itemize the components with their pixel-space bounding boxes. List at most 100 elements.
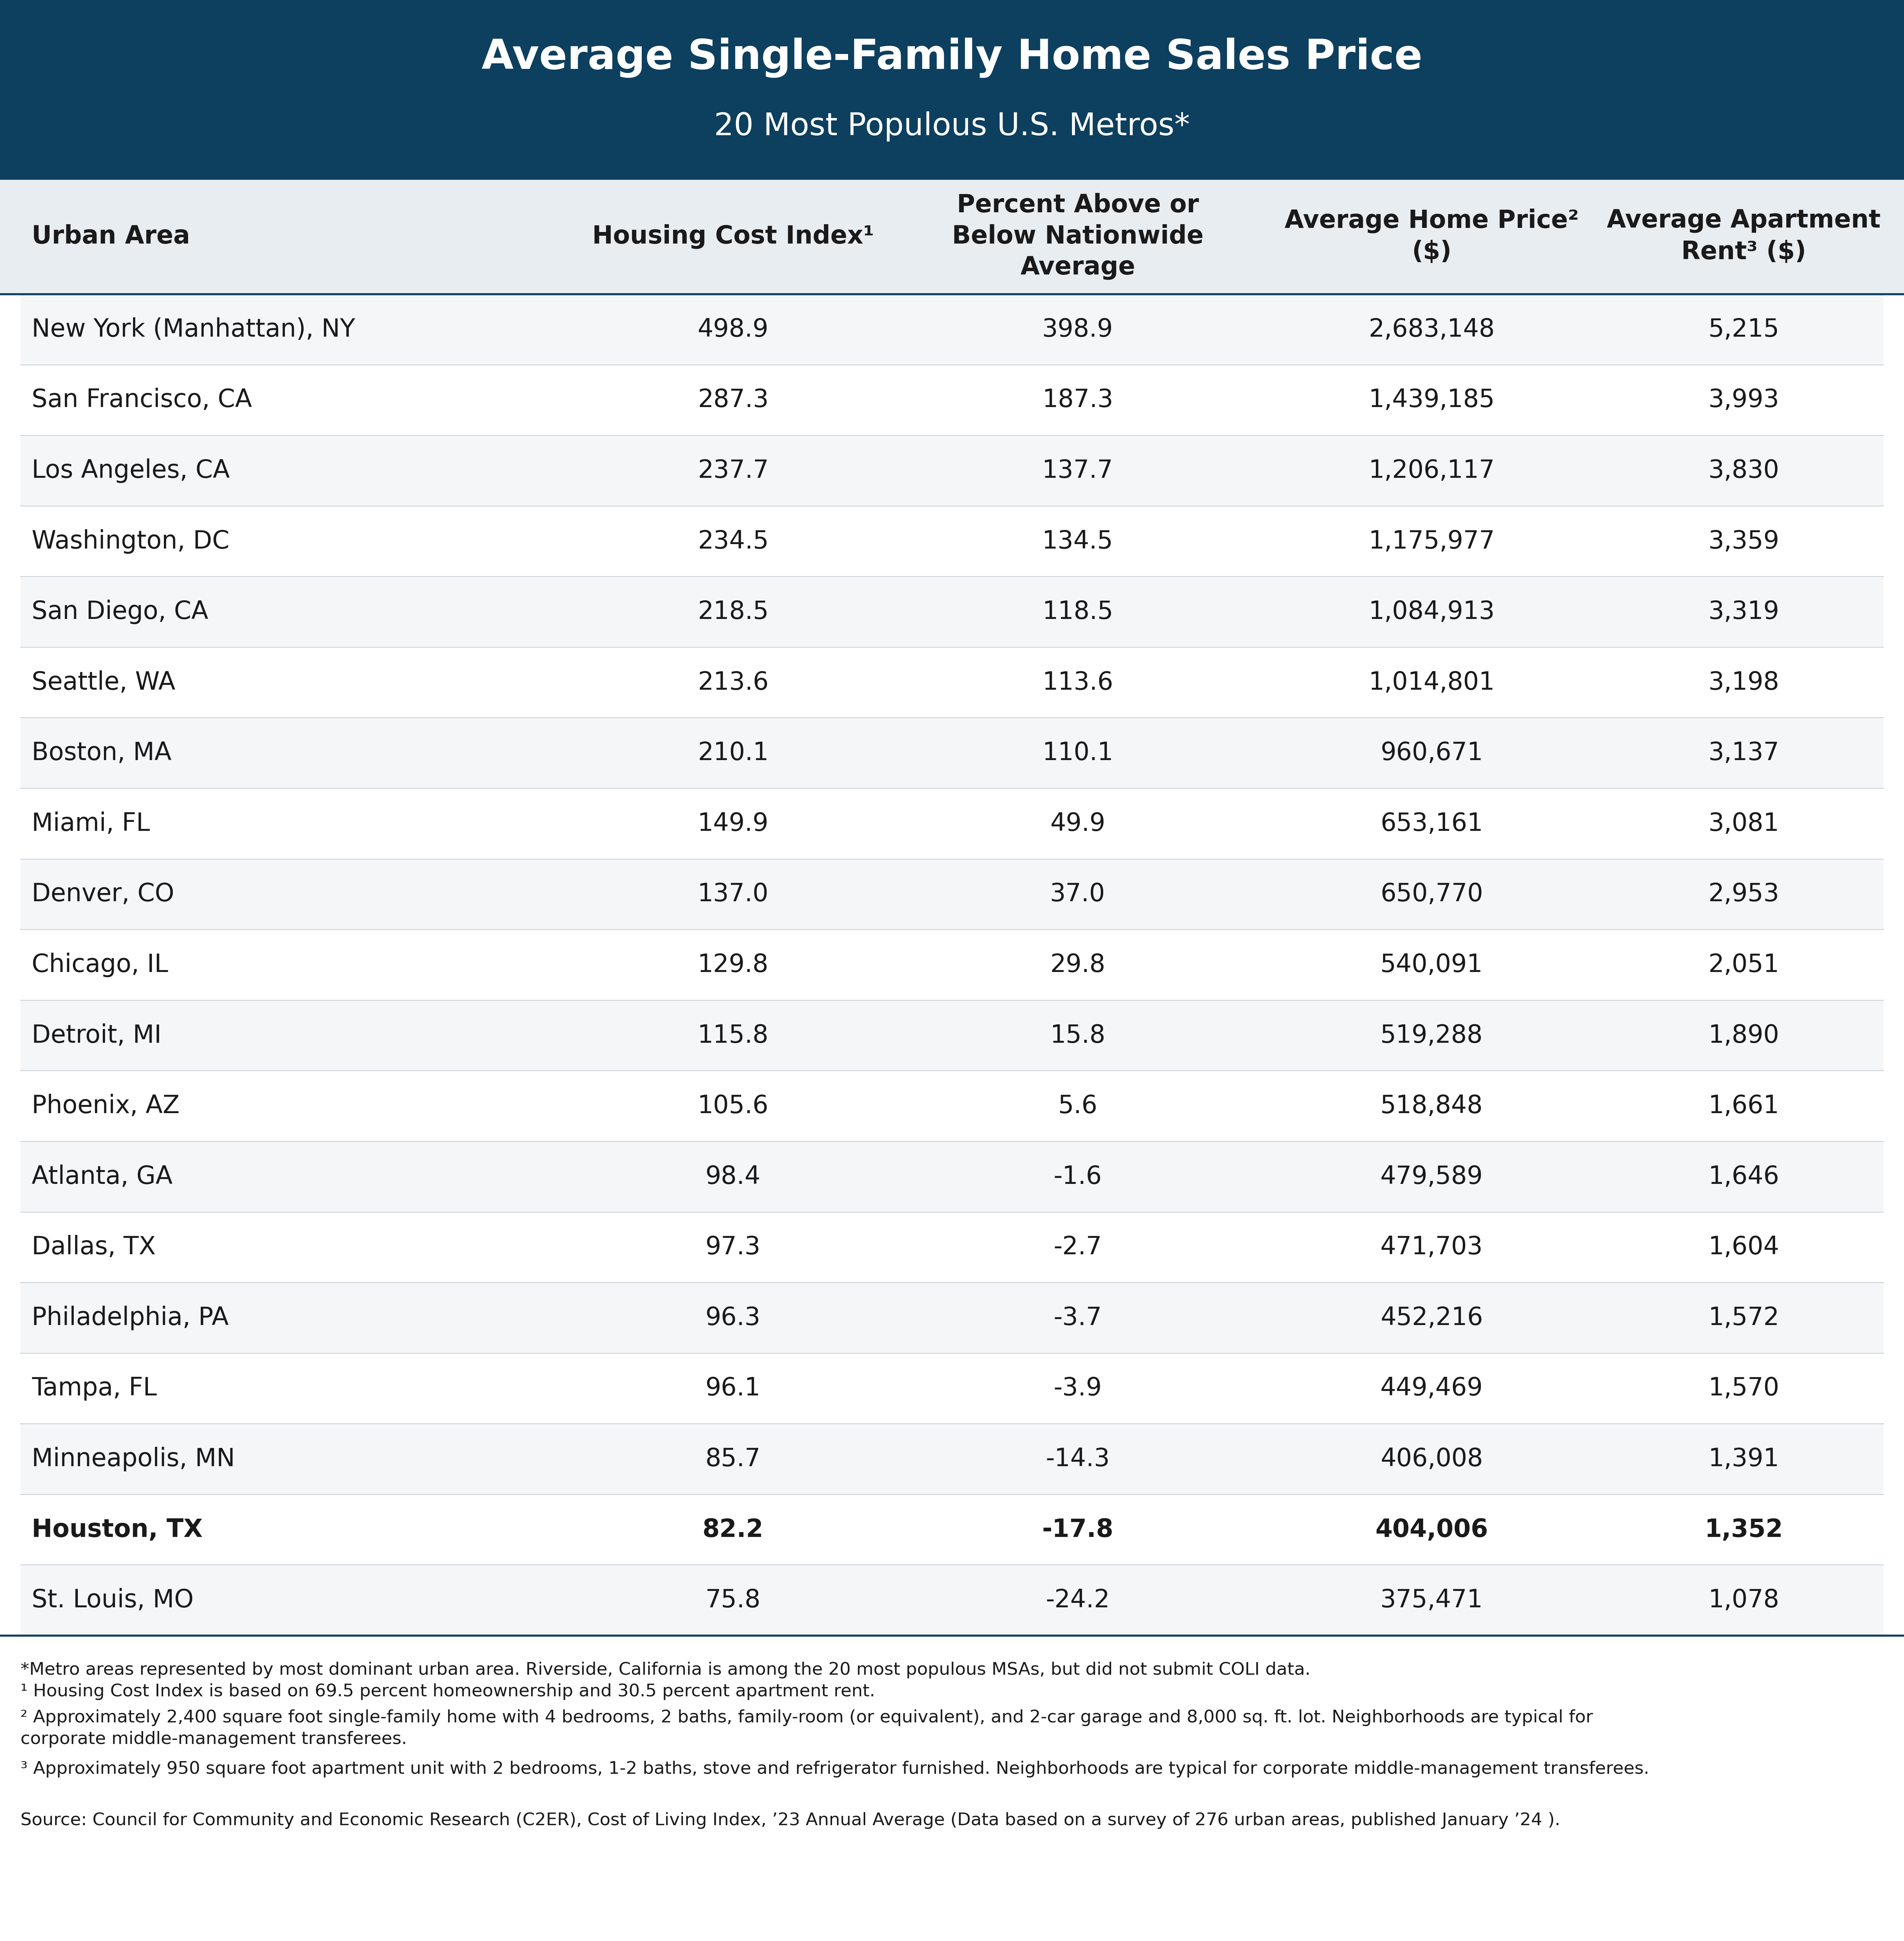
Text: 1,014,801: 1,014,801 <box>1369 670 1495 695</box>
Text: 3,198: 3,198 <box>1708 670 1778 695</box>
Text: 1,352: 1,352 <box>1704 1518 1782 1541</box>
Bar <box>0 179 1904 295</box>
Bar <box>21 365 1883 435</box>
Bar <box>0 0 1904 179</box>
Text: -3.9: -3.9 <box>1053 1376 1102 1401</box>
Text: Houston, TX: Houston, TX <box>32 1518 202 1541</box>
Text: ¹ Housing Cost Index is based on 69.5 percent homeownership and 30.5 percent apa: ¹ Housing Cost Index is based on 69.5 pe… <box>21 1683 876 1700</box>
Text: 2,051: 2,051 <box>1708 953 1780 976</box>
Text: 3,359: 3,359 <box>1708 530 1780 553</box>
Text: Boston, MA: Boston, MA <box>32 741 171 765</box>
Text: 1,646: 1,646 <box>1708 1165 1780 1190</box>
Text: 134.5: 134.5 <box>1041 530 1114 553</box>
Text: -17.8: -17.8 <box>1041 1518 1114 1541</box>
Text: 237.7: 237.7 <box>697 458 769 483</box>
Bar <box>21 1283 1883 1353</box>
Text: Seattle, WA: Seattle, WA <box>32 670 175 695</box>
Text: ³ Approximately 950 square foot apartment unit with 2 bedrooms, 1-2 baths, stove: ³ Approximately 950 square foot apartmen… <box>21 1760 1649 1778</box>
Text: 1,175,977: 1,175,977 <box>1369 530 1495 553</box>
Text: Average Home Price²
($): Average Home Price² ($) <box>1285 208 1578 264</box>
Text: corporate middle-management transferees.: corporate middle-management transferees. <box>21 1731 407 1747</box>
Bar <box>21 295 1883 365</box>
Text: 498.9: 498.9 <box>697 316 769 342</box>
Bar <box>21 507 1883 576</box>
Bar <box>21 646 1883 718</box>
Text: 398.9: 398.9 <box>1041 316 1114 342</box>
Text: 187.3: 187.3 <box>1041 388 1114 411</box>
Text: 1,206,117: 1,206,117 <box>1369 458 1495 483</box>
Text: -14.3: -14.3 <box>1045 1446 1110 1471</box>
Text: 3,830: 3,830 <box>1708 458 1778 483</box>
Text: Washington, DC: Washington, DC <box>32 530 230 553</box>
Bar <box>21 1141 1883 1211</box>
Bar <box>21 1353 1883 1425</box>
Bar <box>21 860 1883 930</box>
Text: 406,008: 406,008 <box>1380 1446 1483 1471</box>
Text: 3,993: 3,993 <box>1708 388 1778 411</box>
Text: 375,471: 375,471 <box>1380 1588 1483 1613</box>
Text: Average Apartment
Rent³ ($): Average Apartment Rent³ ($) <box>1607 208 1881 264</box>
Text: Minneapolis, MN: Minneapolis, MN <box>32 1446 234 1471</box>
Text: Philadelphia, PA: Philadelphia, PA <box>32 1306 228 1330</box>
Text: 2,953: 2,953 <box>1708 881 1780 906</box>
Text: 3,319: 3,319 <box>1708 600 1778 625</box>
Text: 137.0: 137.0 <box>697 881 769 906</box>
Text: 287.3: 287.3 <box>697 388 769 411</box>
Text: Miami, FL: Miami, FL <box>32 811 150 837</box>
Text: 471,703: 471,703 <box>1380 1234 1483 1260</box>
Text: St. Louis, MO: St. Louis, MO <box>32 1588 194 1613</box>
Text: San Diego, CA: San Diego, CA <box>32 600 208 625</box>
Bar <box>21 435 1883 507</box>
Text: 5.6: 5.6 <box>1059 1095 1097 1118</box>
Text: Los Angeles, CA: Los Angeles, CA <box>32 458 230 483</box>
Bar <box>21 930 1883 1000</box>
Text: San Francisco, CA: San Francisco, CA <box>32 388 251 411</box>
Text: 37.0: 37.0 <box>1051 881 1106 906</box>
Text: 85.7: 85.7 <box>704 1446 762 1471</box>
Text: 129.8: 129.8 <box>697 953 769 976</box>
Text: 15.8: 15.8 <box>1051 1023 1106 1048</box>
Text: 1,084,913: 1,084,913 <box>1369 600 1495 625</box>
Text: 98.4: 98.4 <box>706 1165 762 1190</box>
Text: -3.7: -3.7 <box>1053 1306 1102 1330</box>
Text: 137.7: 137.7 <box>1041 458 1114 483</box>
Bar <box>21 576 1883 646</box>
Text: Detroit, MI: Detroit, MI <box>32 1023 162 1048</box>
Text: 3,137: 3,137 <box>1708 741 1780 765</box>
Text: 75.8: 75.8 <box>704 1588 762 1613</box>
Text: 213.6: 213.6 <box>697 670 769 695</box>
Text: Dallas, TX: Dallas, TX <box>32 1234 156 1260</box>
Text: 1,391: 1,391 <box>1708 1446 1778 1471</box>
Text: Average Single-Family Home Sales Price: Average Single-Family Home Sales Price <box>482 37 1422 78</box>
Text: 2,683,148: 2,683,148 <box>1369 316 1495 342</box>
Text: 29.8: 29.8 <box>1051 953 1106 976</box>
Text: 110.1: 110.1 <box>1041 741 1114 765</box>
Text: 210.1: 210.1 <box>697 741 769 765</box>
Text: Urban Area: Urban Area <box>32 225 190 248</box>
Text: 105.6: 105.6 <box>697 1095 769 1118</box>
Text: Atlanta, GA: Atlanta, GA <box>32 1165 173 1190</box>
Text: 1,604: 1,604 <box>1708 1234 1780 1260</box>
Bar <box>21 718 1883 788</box>
Text: Phoenix, AZ: Phoenix, AZ <box>32 1095 179 1118</box>
Bar <box>21 1495 1883 1564</box>
Text: Percent Above or
Below Nationwide
Average: Percent Above or Below Nationwide Averag… <box>952 192 1203 280</box>
Text: 97.3: 97.3 <box>706 1234 762 1260</box>
Text: 518,848: 518,848 <box>1380 1095 1483 1118</box>
Text: -24.2: -24.2 <box>1045 1588 1110 1613</box>
Bar <box>21 1425 1883 1495</box>
Text: 540,091: 540,091 <box>1380 953 1483 976</box>
Text: 479,589: 479,589 <box>1380 1165 1483 1190</box>
Text: 1,572: 1,572 <box>1708 1306 1780 1330</box>
Text: 1,439,185: 1,439,185 <box>1369 388 1495 411</box>
Bar <box>21 1564 1883 1636</box>
Text: 1,661: 1,661 <box>1708 1095 1778 1118</box>
Text: 234.5: 234.5 <box>697 530 769 553</box>
Bar <box>21 1211 1883 1283</box>
Text: 218.5: 218.5 <box>697 600 769 625</box>
Text: 3,081: 3,081 <box>1708 811 1778 837</box>
Text: ² Approximately 2,400 square foot single-family home with 4 bedrooms, 2 baths, f: ² Approximately 2,400 square foot single… <box>21 1710 1594 1726</box>
Text: 452,216: 452,216 <box>1380 1306 1483 1330</box>
Text: 5,215: 5,215 <box>1708 316 1780 342</box>
Text: 96.1: 96.1 <box>706 1376 762 1401</box>
